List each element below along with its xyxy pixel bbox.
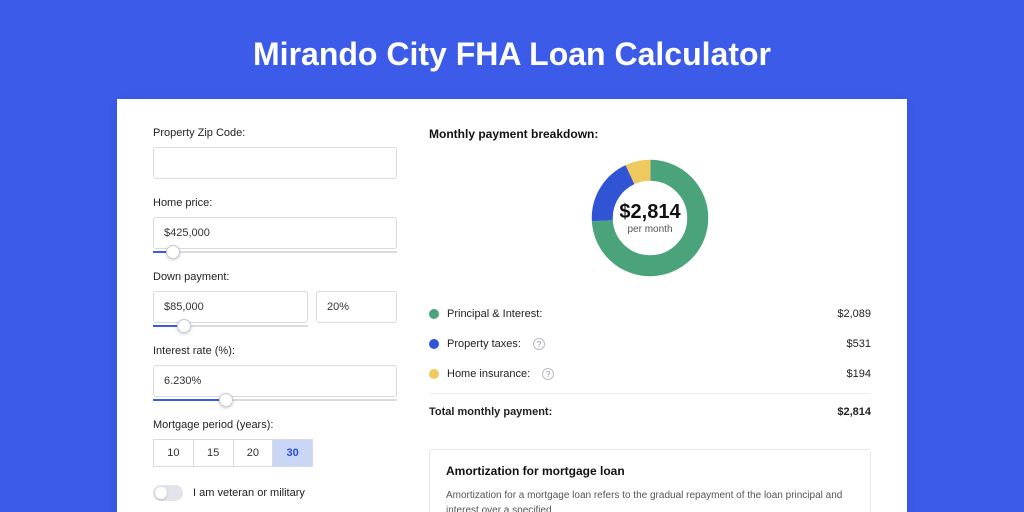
- amortization-title: Amortization for mortgage loan: [446, 464, 854, 478]
- dot-icon: [429, 369, 439, 379]
- rate-slider[interactable]: [153, 399, 397, 401]
- calculator-card: Property Zip Code: Home price: Down paym…: [117, 99, 907, 512]
- price-label: Home price:: [153, 197, 397, 209]
- dot-icon: [429, 309, 439, 319]
- breakdown-row-tax: Property taxes: ? $531: [429, 329, 871, 359]
- down-slider-thumb[interactable]: [177, 319, 191, 333]
- donut-chart: $2,814 per month: [429, 155, 871, 281]
- period-label: Mortgage period (years):: [153, 419, 397, 431]
- veteran-toggle-row: I am veteran or military: [153, 485, 397, 501]
- veteran-toggle[interactable]: [153, 485, 183, 501]
- donut-center: $2,814 per month: [619, 201, 680, 235]
- rate-input[interactable]: [153, 365, 397, 397]
- rate-field-group: Interest rate (%):: [153, 345, 397, 401]
- amortization-text: Amortization for a mortgage loan refers …: [446, 488, 854, 512]
- price-slider-thumb[interactable]: [166, 245, 180, 259]
- breakdown-value-pi: $2,089: [837, 308, 871, 320]
- breakdown-title: Monthly payment breakdown:: [429, 127, 871, 141]
- zip-label: Property Zip Code:: [153, 127, 397, 139]
- down-label: Down payment:: [153, 271, 397, 283]
- breakdown-label-tax: Property taxes:: [447, 338, 521, 350]
- price-field-group: Home price:: [153, 197, 397, 253]
- period-btn-30[interactable]: 30: [273, 439, 313, 467]
- price-slider[interactable]: [153, 251, 397, 253]
- rate-label: Interest rate (%):: [153, 345, 397, 357]
- breakdown-value-ins: $194: [847, 368, 871, 380]
- breakdown-label-ins: Home insurance:: [447, 368, 530, 380]
- period-field-group: Mortgage period (years): 10 15 20 30: [153, 419, 397, 467]
- breakdown-row-pi: Principal & Interest: $2,089: [429, 299, 871, 329]
- breakdown-label-pi: Principal & Interest:: [447, 308, 542, 320]
- veteran-toggle-label: I am veteran or military: [193, 487, 305, 499]
- period-btn-15[interactable]: 15: [194, 439, 234, 467]
- total-value: $2,814: [837, 406, 871, 418]
- down-pct-input[interactable]: [316, 291, 397, 323]
- down-field-group: Down payment:: [153, 271, 397, 327]
- breakdown-value-tax: $531: [847, 338, 871, 350]
- info-icon[interactable]: ?: [542, 368, 554, 380]
- rate-slider-thumb[interactable]: [219, 393, 233, 407]
- down-slider[interactable]: [153, 325, 308, 327]
- amortization-box: Amortization for mortgage loan Amortizat…: [429, 449, 871, 512]
- period-btn-20[interactable]: 20: [234, 439, 274, 467]
- down-amount-input[interactable]: [153, 291, 308, 323]
- price-input[interactable]: [153, 217, 397, 249]
- donut-sub: per month: [619, 224, 680, 235]
- dot-icon: [429, 339, 439, 349]
- breakdown-panel: Monthly payment breakdown: $2,814 per mo…: [429, 127, 871, 512]
- breakdown-row-ins: Home insurance: ? $194: [429, 359, 871, 389]
- breakdown-row-total: Total monthly payment: $2,814: [429, 393, 871, 427]
- period-buttons: 10 15 20 30: [153, 439, 313, 467]
- form-panel: Property Zip Code: Home price: Down paym…: [153, 127, 397, 512]
- info-icon[interactable]: ?: [533, 338, 545, 350]
- zip-input[interactable]: [153, 147, 397, 179]
- donut-value: $2,814: [619, 201, 680, 224]
- total-label: Total monthly payment:: [429, 406, 552, 418]
- period-btn-10[interactable]: 10: [153, 439, 194, 467]
- zip-field-group: Property Zip Code:: [153, 127, 397, 179]
- page-title: Mirando City FHA Loan Calculator: [0, 0, 1024, 99]
